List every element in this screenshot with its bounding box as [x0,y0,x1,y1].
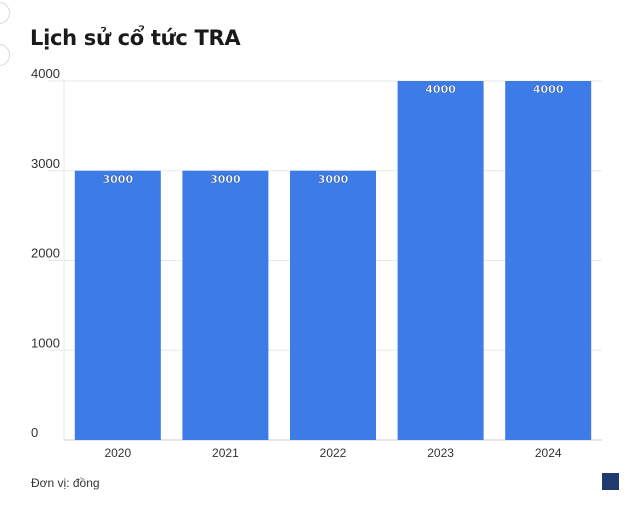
y-tick-label: 0 [31,425,38,440]
bar [397,81,484,440]
x-tick-label: 2020 [104,446,131,460]
data-label: 4000 [533,83,564,96]
bar [182,170,269,440]
bar [505,81,592,440]
y-tick-label: 1000 [31,335,60,350]
x-tick-label: 2021 [212,446,239,460]
data-label: 4000 [425,83,456,96]
y-tick-label: 4000 [31,66,60,81]
data-label: 3000 [318,173,349,186]
data-label: 3000 [210,173,241,186]
y-tick-label: 3000 [31,156,60,171]
bar [74,170,161,440]
x-tick-label: 2022 [320,446,347,460]
data-label: 3000 [102,173,133,186]
vietstock-logo-icon [602,473,619,490]
x-tick-label: 2024 [535,446,562,460]
y-tick-label: 2000 [31,246,60,261]
x-tick-label: 2023 [427,446,454,460]
unit-footnote: Đơn vị: đồng [31,476,100,490]
chart-title: Lịch sử cổ tức TRA [30,26,241,50]
bar [290,170,376,440]
